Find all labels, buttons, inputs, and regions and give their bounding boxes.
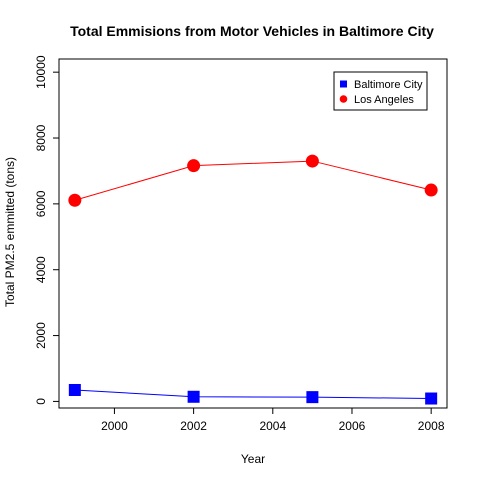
y-axis: 0 2000 4000 6000 8000 10000 xyxy=(34,55,59,405)
plot-frame xyxy=(58,58,448,409)
legend-box xyxy=(333,71,428,111)
x-tick-label: 2008 xyxy=(418,419,445,433)
series-layer xyxy=(68,154,438,405)
chart-title: Total Emmisions from Motor Vehicles in B… xyxy=(70,23,434,39)
y-tick-label: 0 xyxy=(34,398,48,405)
legend-marker xyxy=(340,80,347,88)
data-point xyxy=(425,392,438,405)
x-tick-label: 2002 xyxy=(180,419,207,433)
x-axis: 2000 2002 2004 2006 2008 xyxy=(101,408,445,433)
data-point xyxy=(187,390,200,403)
y-tick-label: 10000 xyxy=(34,55,48,89)
legend: Baltimore City Los Angeles xyxy=(333,71,428,111)
series-line xyxy=(74,389,432,400)
data-point xyxy=(305,154,319,168)
x-tick-label: 2000 xyxy=(101,419,128,433)
y-tick-label: 2000 xyxy=(34,322,48,349)
y-tick-label: 6000 xyxy=(34,190,48,217)
legend-marker xyxy=(339,95,348,103)
series-0 xyxy=(68,383,438,405)
x-tick-label: 2004 xyxy=(259,419,286,433)
x-tick-label: 2006 xyxy=(339,419,366,433)
y-tick-label: 4000 xyxy=(34,256,48,283)
y-tick-label: 8000 xyxy=(34,124,48,151)
series-line xyxy=(74,160,432,201)
y-axis-label: Total PM2.5 emmitted (tons) xyxy=(3,157,17,307)
data-point xyxy=(68,383,81,396)
legend-label: Los Angeles xyxy=(354,94,414,106)
data-point xyxy=(187,159,201,173)
series-1 xyxy=(68,154,438,207)
x-axis-label: Year xyxy=(241,452,265,466)
data-point xyxy=(306,391,319,404)
data-point xyxy=(68,193,82,207)
data-point xyxy=(424,183,438,197)
legend-label: Baltimore City xyxy=(354,79,423,91)
